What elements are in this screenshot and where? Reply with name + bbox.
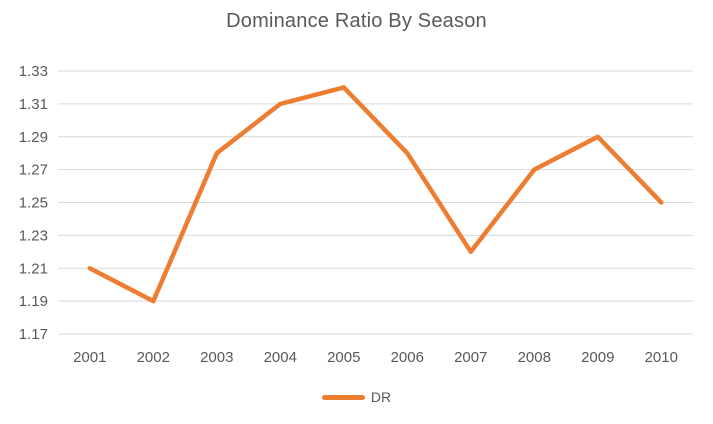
y-axis-tick: 1.17 [19, 326, 48, 343]
x-axis-tick: 2007 [454, 349, 487, 366]
x-axis-tick: 2009 [581, 349, 614, 366]
y-axis-tick: 1.25 [19, 195, 48, 212]
x-axis-tick: 2008 [518, 349, 551, 366]
y-axis-tick: 1.27 [19, 162, 48, 179]
dr-line-series [87, 85, 664, 304]
y-axis-tick: 1.31 [19, 96, 48, 113]
x-axis-tick: 2002 [137, 349, 170, 366]
y-axis-tick: 1.19 [19, 293, 48, 310]
x-axis-tick: 2005 [327, 349, 360, 366]
x-axis-tick: 2001 [73, 349, 106, 366]
y-axis-tick: 1.33 [19, 63, 48, 80]
x-axis-tick: 2004 [264, 349, 297, 366]
x-axis-tick: 2010 [645, 349, 678, 366]
x-axis-tick: 2006 [391, 349, 424, 366]
y-axis-tick: 1.23 [19, 227, 48, 244]
x-axis-tick: 2003 [200, 349, 233, 366]
legend: DR [0, 389, 713, 405]
y-axis-tick: 1.29 [19, 129, 48, 146]
chart-title: Dominance Ratio By Season [226, 10, 487, 32]
legend-series-label: DR [370, 389, 392, 405]
plot-area: 1.17 1.19 1.21 1.23 1.25 1.27 1.29 1.31 1.33 2001… [19, 63, 693, 366]
legend-line-swatch [321, 394, 365, 400]
y-axis-tick: 1.21 [19, 260, 48, 277]
